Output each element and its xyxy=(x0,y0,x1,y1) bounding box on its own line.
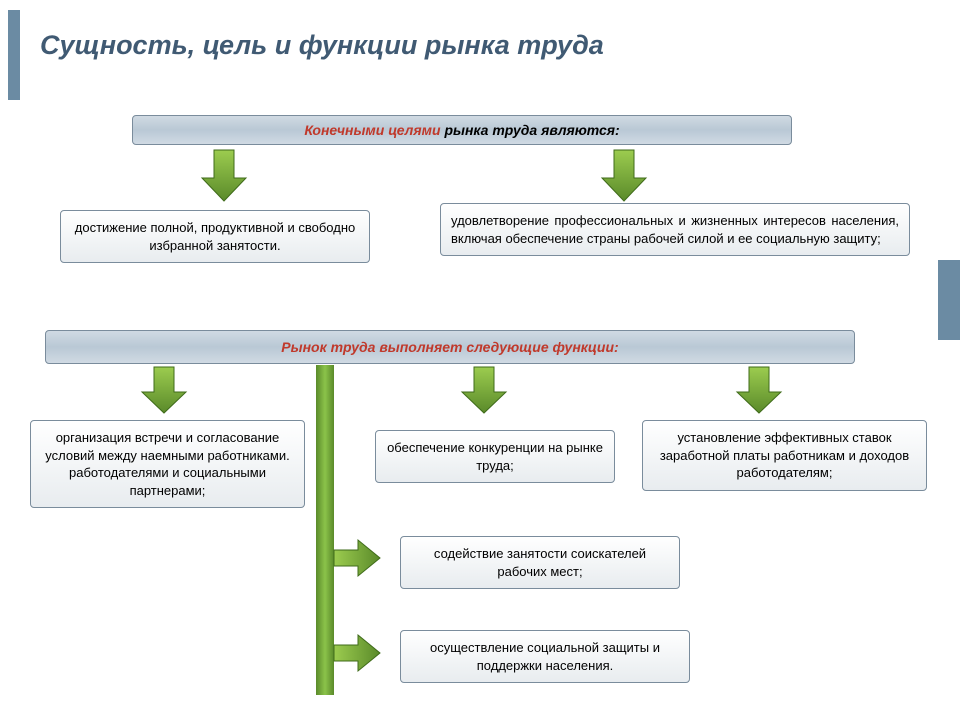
function-text: содействие занятости соискателей рабочих… xyxy=(434,546,646,579)
arrow-right-icon xyxy=(332,538,382,578)
goal-box: удовлетворение профессиональных и жизнен… xyxy=(440,203,910,256)
function-box: организация встречи и согласование услов… xyxy=(30,420,305,508)
arrow-down-icon xyxy=(735,365,783,415)
function-text: установление эффективных ставок заработн… xyxy=(660,430,909,480)
arrow-down-icon xyxy=(200,148,248,203)
goal-text: удовлетворение профессиональных и жизнен… xyxy=(451,213,899,246)
function-text: осуществление социальной защиты и поддер… xyxy=(430,640,660,673)
function-text: обеспечение конкуренции на рынке труда; xyxy=(387,440,603,473)
functions-header-box: Рынок труда выполняет следующие функции: xyxy=(45,330,855,364)
arrow-down-icon xyxy=(460,365,508,415)
goals-header-rest: рынка труда являются: xyxy=(441,122,620,138)
function-box: осуществление социальной защиты и поддер… xyxy=(400,630,690,683)
function-box: содействие занятости соискателей рабочих… xyxy=(400,536,680,589)
page-title: Сущность, цель и функции рынка труда xyxy=(40,30,604,61)
arrow-down-icon xyxy=(600,148,648,203)
function-box: обеспечение конкуренции на рынке труда; xyxy=(375,430,615,483)
right-accent-bar xyxy=(938,260,960,340)
function-box: установление эффективных ставок заработн… xyxy=(642,420,927,491)
left-accent-bar xyxy=(8,10,20,100)
goals-header-box: Конечными целями рынка труда являются: xyxy=(132,115,792,145)
goal-box: достижение полной, продуктивной и свобод… xyxy=(60,210,370,263)
arrow-right-icon xyxy=(332,633,382,673)
arrow-down-icon xyxy=(140,365,188,415)
function-text: организация встречи и согласование услов… xyxy=(45,430,289,498)
goals-header-red: Конечными целями xyxy=(304,122,440,138)
functions-header-text: Рынок труда выполняет следующие функции: xyxy=(281,339,618,355)
goal-text: достижение полной, продуктивной и свобод… xyxy=(75,220,356,253)
